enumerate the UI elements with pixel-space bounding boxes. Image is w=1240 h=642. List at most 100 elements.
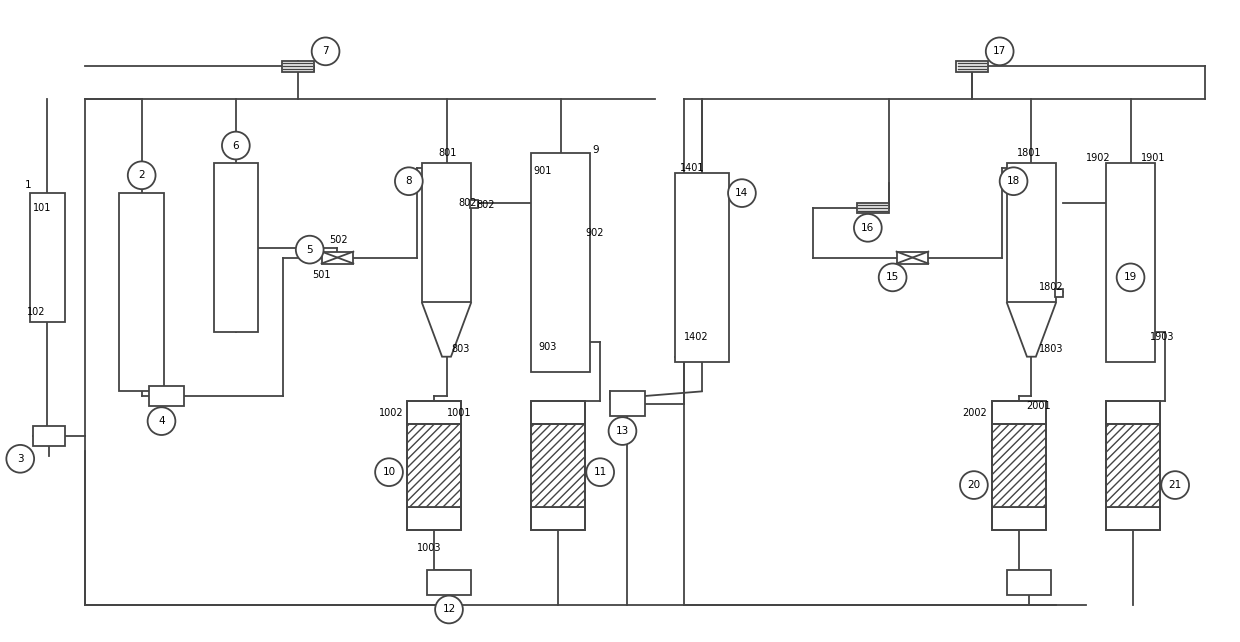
Text: 1901: 1901 — [1141, 153, 1164, 164]
Text: 502: 502 — [330, 235, 348, 245]
Text: 10: 10 — [382, 467, 396, 477]
Text: 13: 13 — [616, 426, 629, 436]
Bar — [992, 424, 1047, 507]
Bar — [470, 200, 479, 208]
Text: 1803: 1803 — [1039, 343, 1064, 354]
Text: 802: 802 — [476, 200, 495, 210]
Text: 16: 16 — [862, 223, 874, 233]
Text: 1802: 1802 — [1039, 282, 1064, 292]
Text: 17: 17 — [993, 46, 1007, 56]
Bar — [407, 424, 461, 507]
Bar — [610, 392, 645, 416]
Bar — [30, 193, 64, 322]
Text: 801: 801 — [439, 148, 458, 159]
Circle shape — [296, 236, 324, 263]
Bar — [33, 426, 64, 446]
Bar — [992, 401, 1047, 424]
Bar — [119, 193, 164, 392]
Text: 5: 5 — [306, 245, 312, 255]
Text: 6: 6 — [233, 141, 239, 150]
Bar — [281, 61, 314, 72]
Text: 802: 802 — [459, 198, 477, 208]
Bar — [407, 424, 461, 507]
Text: 4: 4 — [159, 416, 165, 426]
Bar — [1007, 570, 1052, 594]
Bar — [1106, 401, 1161, 530]
Bar — [531, 424, 585, 507]
Text: 1001: 1001 — [446, 408, 471, 418]
Bar — [213, 163, 258, 332]
Text: 18: 18 — [1007, 176, 1021, 186]
Bar — [1106, 401, 1161, 424]
Bar — [407, 507, 461, 530]
Circle shape — [311, 37, 340, 65]
Bar — [531, 153, 590, 372]
Circle shape — [999, 168, 1028, 195]
Circle shape — [1117, 263, 1145, 291]
Text: 15: 15 — [887, 272, 899, 282]
Text: 3: 3 — [17, 454, 24, 464]
Circle shape — [854, 214, 882, 241]
Circle shape — [587, 458, 614, 486]
Text: 1902: 1902 — [1086, 153, 1111, 164]
Circle shape — [376, 458, 403, 486]
Text: 1: 1 — [25, 180, 32, 190]
Bar — [531, 424, 585, 507]
Circle shape — [148, 407, 175, 435]
Text: 1402: 1402 — [684, 332, 709, 342]
Text: 101: 101 — [33, 203, 52, 213]
Circle shape — [960, 471, 988, 499]
Circle shape — [879, 263, 906, 291]
Text: 803: 803 — [451, 343, 470, 354]
Text: 2002: 2002 — [962, 408, 987, 418]
Text: 12: 12 — [443, 605, 455, 614]
Text: 501: 501 — [312, 270, 331, 281]
Circle shape — [396, 168, 423, 195]
Text: 9: 9 — [593, 146, 599, 155]
Bar — [992, 507, 1047, 530]
Text: 1801: 1801 — [1017, 148, 1042, 159]
Bar — [1106, 424, 1161, 507]
Bar — [992, 424, 1047, 507]
Bar — [407, 401, 461, 530]
Bar — [1106, 163, 1156, 361]
Text: 21: 21 — [1168, 480, 1182, 490]
Circle shape — [128, 161, 155, 189]
Text: 102: 102 — [27, 307, 46, 317]
Circle shape — [609, 417, 636, 445]
Text: 1003: 1003 — [417, 543, 441, 553]
Text: 14: 14 — [735, 188, 749, 198]
Circle shape — [6, 445, 35, 473]
Bar — [992, 401, 1047, 530]
Bar — [407, 401, 461, 424]
Bar — [1106, 507, 1161, 530]
Circle shape — [986, 37, 1013, 65]
Circle shape — [728, 179, 756, 207]
Text: 7: 7 — [322, 46, 329, 56]
Bar — [1055, 290, 1063, 297]
Bar — [149, 386, 184, 406]
Text: 1903: 1903 — [1151, 332, 1174, 342]
Bar — [857, 202, 889, 213]
Bar — [427, 570, 471, 594]
Bar — [531, 507, 585, 530]
Circle shape — [435, 596, 463, 623]
Circle shape — [222, 132, 249, 159]
Bar — [1106, 424, 1161, 507]
Text: 1401: 1401 — [680, 163, 704, 173]
Bar — [531, 401, 585, 424]
Bar — [675, 173, 729, 361]
Text: 8: 8 — [405, 176, 412, 186]
Circle shape — [1162, 471, 1189, 499]
Text: 2001: 2001 — [1027, 401, 1052, 412]
Bar — [422, 163, 471, 302]
Text: 19: 19 — [1123, 272, 1137, 282]
Text: 11: 11 — [594, 467, 606, 477]
Text: 903: 903 — [538, 342, 557, 352]
Text: 1002: 1002 — [379, 408, 404, 418]
Bar — [1007, 163, 1056, 302]
Bar — [531, 401, 585, 530]
Text: 901: 901 — [533, 166, 552, 177]
Bar — [321, 252, 353, 263]
Text: 20: 20 — [967, 480, 981, 490]
